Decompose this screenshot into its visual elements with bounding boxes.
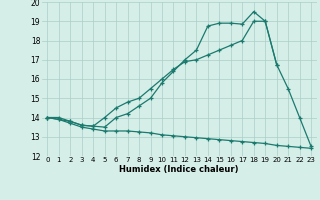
X-axis label: Humidex (Indice chaleur): Humidex (Indice chaleur) bbox=[119, 165, 239, 174]
